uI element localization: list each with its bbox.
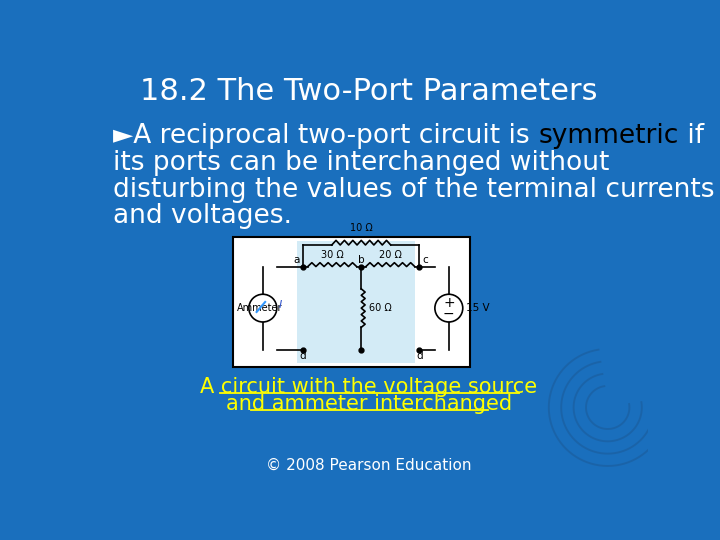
Text: and ammeter interchanged: and ammeter interchanged — [226, 394, 512, 414]
Text: $I$: $I$ — [279, 298, 283, 310]
FancyBboxPatch shape — [297, 241, 415, 363]
Text: +: + — [443, 296, 454, 310]
Text: −: − — [443, 307, 454, 321]
Text: 15 V: 15 V — [466, 303, 490, 313]
Text: d: d — [416, 351, 423, 361]
Text: A circuit with the voltage source: A circuit with the voltage source — [200, 377, 538, 397]
Text: © 2008 Pearson Education: © 2008 Pearson Education — [266, 458, 472, 472]
Text: and voltages.: and voltages. — [113, 204, 292, 230]
Text: its ports can be interchanged without: its ports can be interchanged without — [113, 150, 610, 176]
Text: a: a — [294, 255, 300, 265]
Text: Ammeter: Ammeter — [236, 303, 282, 313]
Text: disturbing the values of the terminal currents: disturbing the values of the terminal cu… — [113, 177, 715, 202]
Text: 60 Ω: 60 Ω — [369, 303, 392, 313]
Text: 18.2 The Two-Port Parameters: 18.2 The Two-Port Parameters — [140, 77, 598, 106]
Text: c: c — [423, 255, 428, 265]
Text: b: b — [358, 255, 364, 265]
Text: symmetric: symmetric — [539, 123, 679, 148]
Circle shape — [435, 294, 463, 322]
Text: d: d — [300, 351, 307, 361]
Circle shape — [249, 294, 276, 322]
Text: 20 Ω: 20 Ω — [379, 249, 402, 260]
FancyBboxPatch shape — [233, 237, 469, 367]
Text: if: if — [679, 123, 703, 148]
Text: 10 Ω: 10 Ω — [350, 224, 373, 233]
Text: 30 Ω: 30 Ω — [321, 249, 343, 260]
Text: ►A reciprocal two-port circuit is: ►A reciprocal two-port circuit is — [113, 123, 539, 148]
